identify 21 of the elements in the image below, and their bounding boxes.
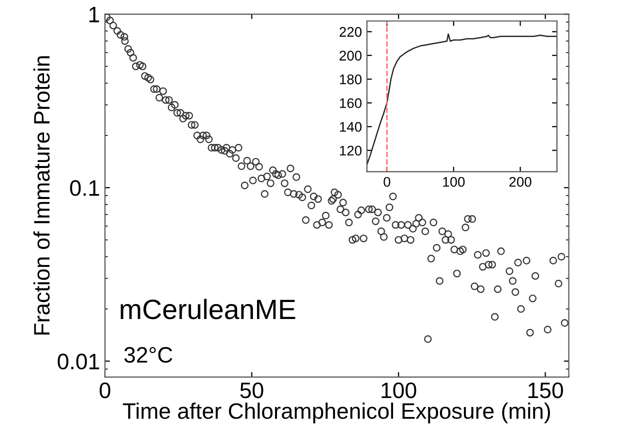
x-axis-title: Time after Chloramphenicol Exposure (min) — [122, 402, 550, 424]
line-series — [366, 33, 557, 166]
x-tick-label: 50 — [240, 382, 264, 398]
y-tick-label: 0.01 — [58, 354, 100, 370]
y-tick-label: 1 — [89, 6, 100, 22]
annotation: mCeruleanME — [120, 298, 296, 320]
y-tick-label: 160 — [340, 98, 362, 108]
y-tick-label: 120 — [340, 146, 362, 156]
y-axis-title: Fraction of Immature Protein — [33, 56, 50, 335]
y-tick-label: 140 — [340, 122, 362, 132]
x-tick-label: 200 — [509, 176, 532, 187]
y-tick-label: 200 — [340, 50, 362, 61]
y-tick-label: 220 — [340, 27, 362, 37]
y-tick-label: 180 — [340, 74, 362, 84]
x-tick-label: 0 — [384, 176, 390, 187]
x-tick-label: 100 — [382, 382, 416, 398]
x-tick-label: 0 — [100, 382, 110, 398]
x-tick-label: 150 — [528, 382, 563, 398]
x-tick-label: 100 — [443, 176, 465, 187]
y-tick-label: 0.1 — [70, 180, 100, 196]
annotation: 32°C — [124, 346, 172, 363]
